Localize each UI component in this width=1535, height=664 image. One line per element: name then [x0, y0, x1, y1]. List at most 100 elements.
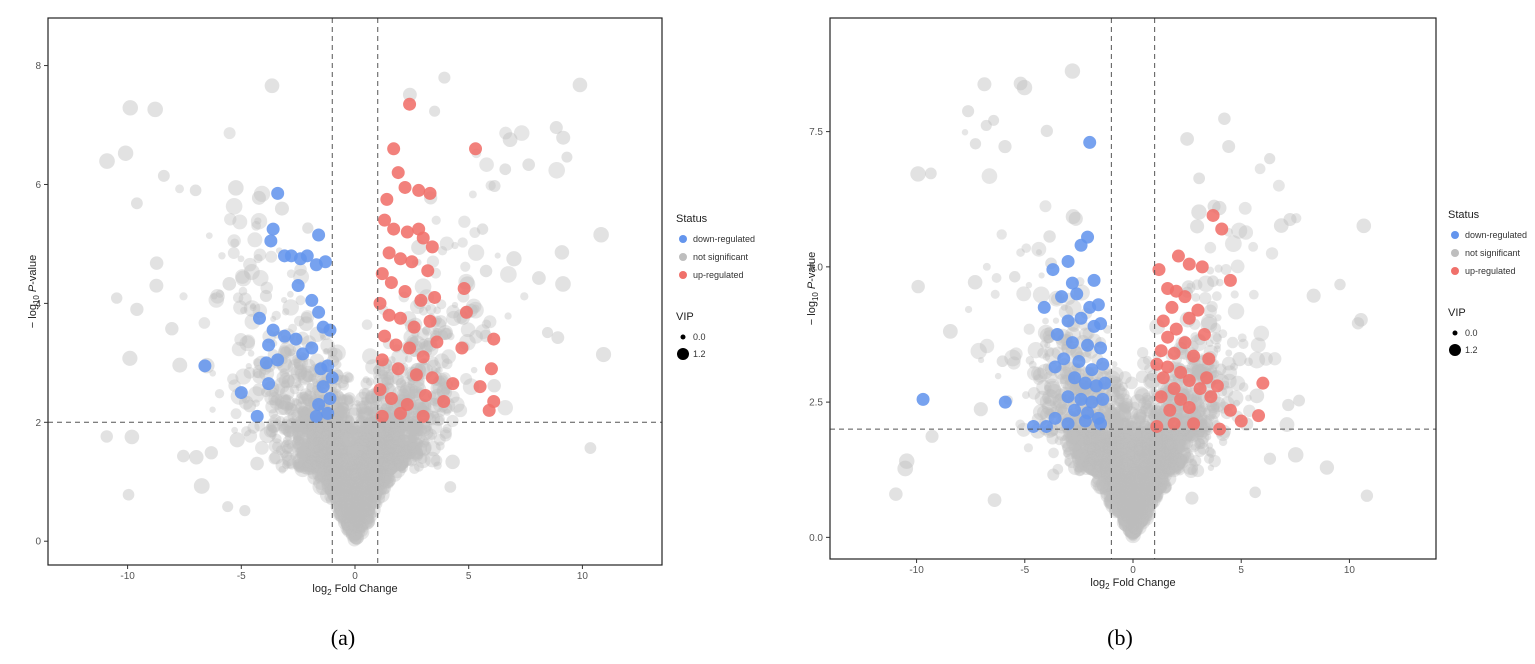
point-not-significant [337, 394, 354, 412]
point-not-significant [409, 463, 420, 475]
point-not-significant [301, 461, 309, 469]
point-not-significant [334, 464, 348, 478]
point-not-significant [337, 439, 344, 446]
point-not-significant [338, 485, 347, 493]
point-not-significant [374, 482, 388, 496]
point-not-significant [356, 502, 369, 515]
point-not-significant [371, 406, 379, 414]
point-not-significant [363, 431, 380, 449]
point-not-significant [334, 482, 342, 489]
point-not-significant [336, 444, 352, 460]
point-not-significant [359, 474, 367, 482]
point-not-significant [416, 453, 428, 465]
point-not-significant [376, 466, 386, 476]
point-not-significant [359, 500, 372, 513]
point-not-significant [391, 439, 399, 447]
point-not-significant [376, 445, 394, 463]
point-not-significant [297, 395, 307, 405]
point-not-significant [421, 438, 429, 446]
point-not-significant [346, 503, 355, 512]
point-not-significant [315, 424, 330, 439]
point-not-significant [323, 348, 331, 355]
point-not-significant [364, 430, 376, 442]
point-not-significant [356, 520, 364, 528]
point-not-significant [1191, 293, 1201, 302]
point-not-significant [379, 447, 394, 463]
point-not-significant [294, 459, 305, 469]
point-not-significant [356, 472, 365, 480]
point-not-significant [350, 497, 363, 510]
point-not-significant [345, 421, 359, 435]
point-not-significant [366, 443, 383, 461]
point-not-significant [313, 462, 325, 474]
point-not-significant [367, 477, 375, 485]
point-not-significant [353, 513, 368, 528]
point-not-significant [353, 500, 369, 516]
point-not-significant [359, 420, 375, 436]
point-not-significant [322, 436, 339, 453]
point-not-significant [380, 403, 388, 410]
point-not-significant [333, 442, 347, 456]
point-not-significant [342, 457, 356, 471]
point-not-significant [386, 432, 400, 445]
point-not-significant [407, 442, 418, 453]
point-up-regulated [473, 380, 487, 394]
point-not-significant [293, 461, 305, 473]
point-not-significant [323, 458, 332, 466]
point-not-significant [368, 485, 378, 495]
point-not-significant [329, 487, 342, 500]
point-not-significant [322, 472, 337, 487]
point-not-significant [424, 451, 441, 468]
point-not-significant [355, 514, 365, 524]
point-not-significant [328, 426, 340, 438]
point-not-significant [362, 458, 371, 467]
point-not-significant [390, 445, 402, 457]
point-not-significant [343, 395, 356, 407]
point-not-significant [343, 511, 356, 525]
point-not-significant [287, 373, 302, 389]
point-not-significant [359, 501, 368, 510]
point-not-significant [397, 462, 409, 473]
point-not-significant [354, 509, 365, 519]
point-not-significant [349, 508, 358, 517]
point-not-significant [352, 475, 368, 491]
point-not-significant [282, 299, 299, 316]
point-not-significant [265, 425, 279, 438]
point-not-significant [331, 428, 340, 437]
point-not-significant [358, 503, 369, 513]
point-not-significant [356, 460, 369, 473]
point-not-significant [342, 471, 355, 485]
point-not-significant [307, 421, 318, 431]
point-not-significant [357, 458, 371, 471]
point-not-significant [287, 290, 294, 298]
point-not-significant [333, 504, 350, 521]
point-not-significant [358, 493, 375, 511]
point-not-significant [348, 495, 366, 512]
point-not-significant [317, 448, 325, 457]
point-not-significant [323, 424, 330, 431]
point-not-significant [300, 409, 313, 422]
point-not-significant [382, 463, 391, 472]
point-not-significant [343, 392, 356, 405]
point-not-significant [335, 445, 346, 456]
point-not-significant [439, 236, 454, 251]
point-not-significant [353, 437, 368, 452]
point-up-regulated [407, 320, 421, 334]
point-not-significant [394, 424, 409, 438]
point-not-significant [274, 201, 289, 216]
point-not-significant [294, 380, 302, 389]
point-not-significant [1033, 374, 1044, 385]
point-up-regulated [425, 240, 439, 254]
point-not-significant [346, 523, 355, 532]
point-not-significant [313, 443, 327, 457]
point-not-significant [327, 463, 335, 471]
point-not-significant [325, 494, 337, 505]
point-not-significant [363, 474, 377, 489]
point-not-significant [388, 427, 397, 436]
point-not-significant [355, 400, 370, 415]
point-not-significant [378, 434, 386, 442]
point-not-significant [415, 439, 432, 456]
point-not-significant [339, 463, 348, 472]
point-not-significant [247, 350, 255, 357]
point-not-significant [453, 403, 468, 418]
